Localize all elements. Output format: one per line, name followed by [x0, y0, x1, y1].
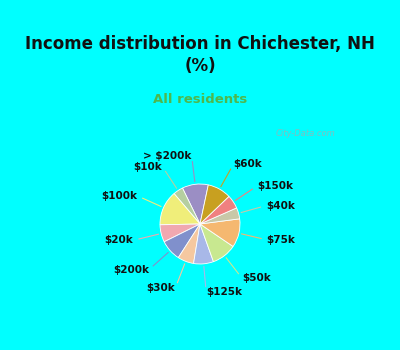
Text: $20k: $20k [105, 235, 134, 245]
Wedge shape [178, 224, 200, 264]
Text: $125k: $125k [206, 287, 242, 297]
Wedge shape [174, 188, 200, 224]
Wedge shape [194, 224, 214, 264]
Text: City-Data.com: City-Data.com [276, 129, 335, 138]
Wedge shape [200, 224, 233, 262]
Text: $75k: $75k [267, 235, 296, 245]
Text: $150k: $150k [257, 181, 293, 191]
Text: $50k: $50k [242, 273, 271, 283]
Text: $200k: $200k [113, 265, 149, 275]
Wedge shape [164, 224, 200, 258]
Wedge shape [160, 224, 200, 242]
Wedge shape [182, 184, 208, 224]
Text: $10k: $10k [134, 162, 162, 172]
Text: $100k: $100k [102, 191, 138, 201]
Text: $40k: $40k [266, 201, 295, 211]
Text: $30k: $30k [147, 283, 175, 293]
Text: > $200k: > $200k [143, 151, 192, 161]
Text: $60k: $60k [234, 159, 262, 169]
Text: Income distribution in Chichester, NH
(%): Income distribution in Chichester, NH (%… [25, 35, 375, 75]
Wedge shape [200, 196, 237, 224]
Text: All residents: All residents [153, 93, 247, 106]
Wedge shape [200, 208, 240, 224]
Wedge shape [200, 219, 240, 246]
Wedge shape [160, 194, 200, 225]
Wedge shape [200, 185, 229, 224]
